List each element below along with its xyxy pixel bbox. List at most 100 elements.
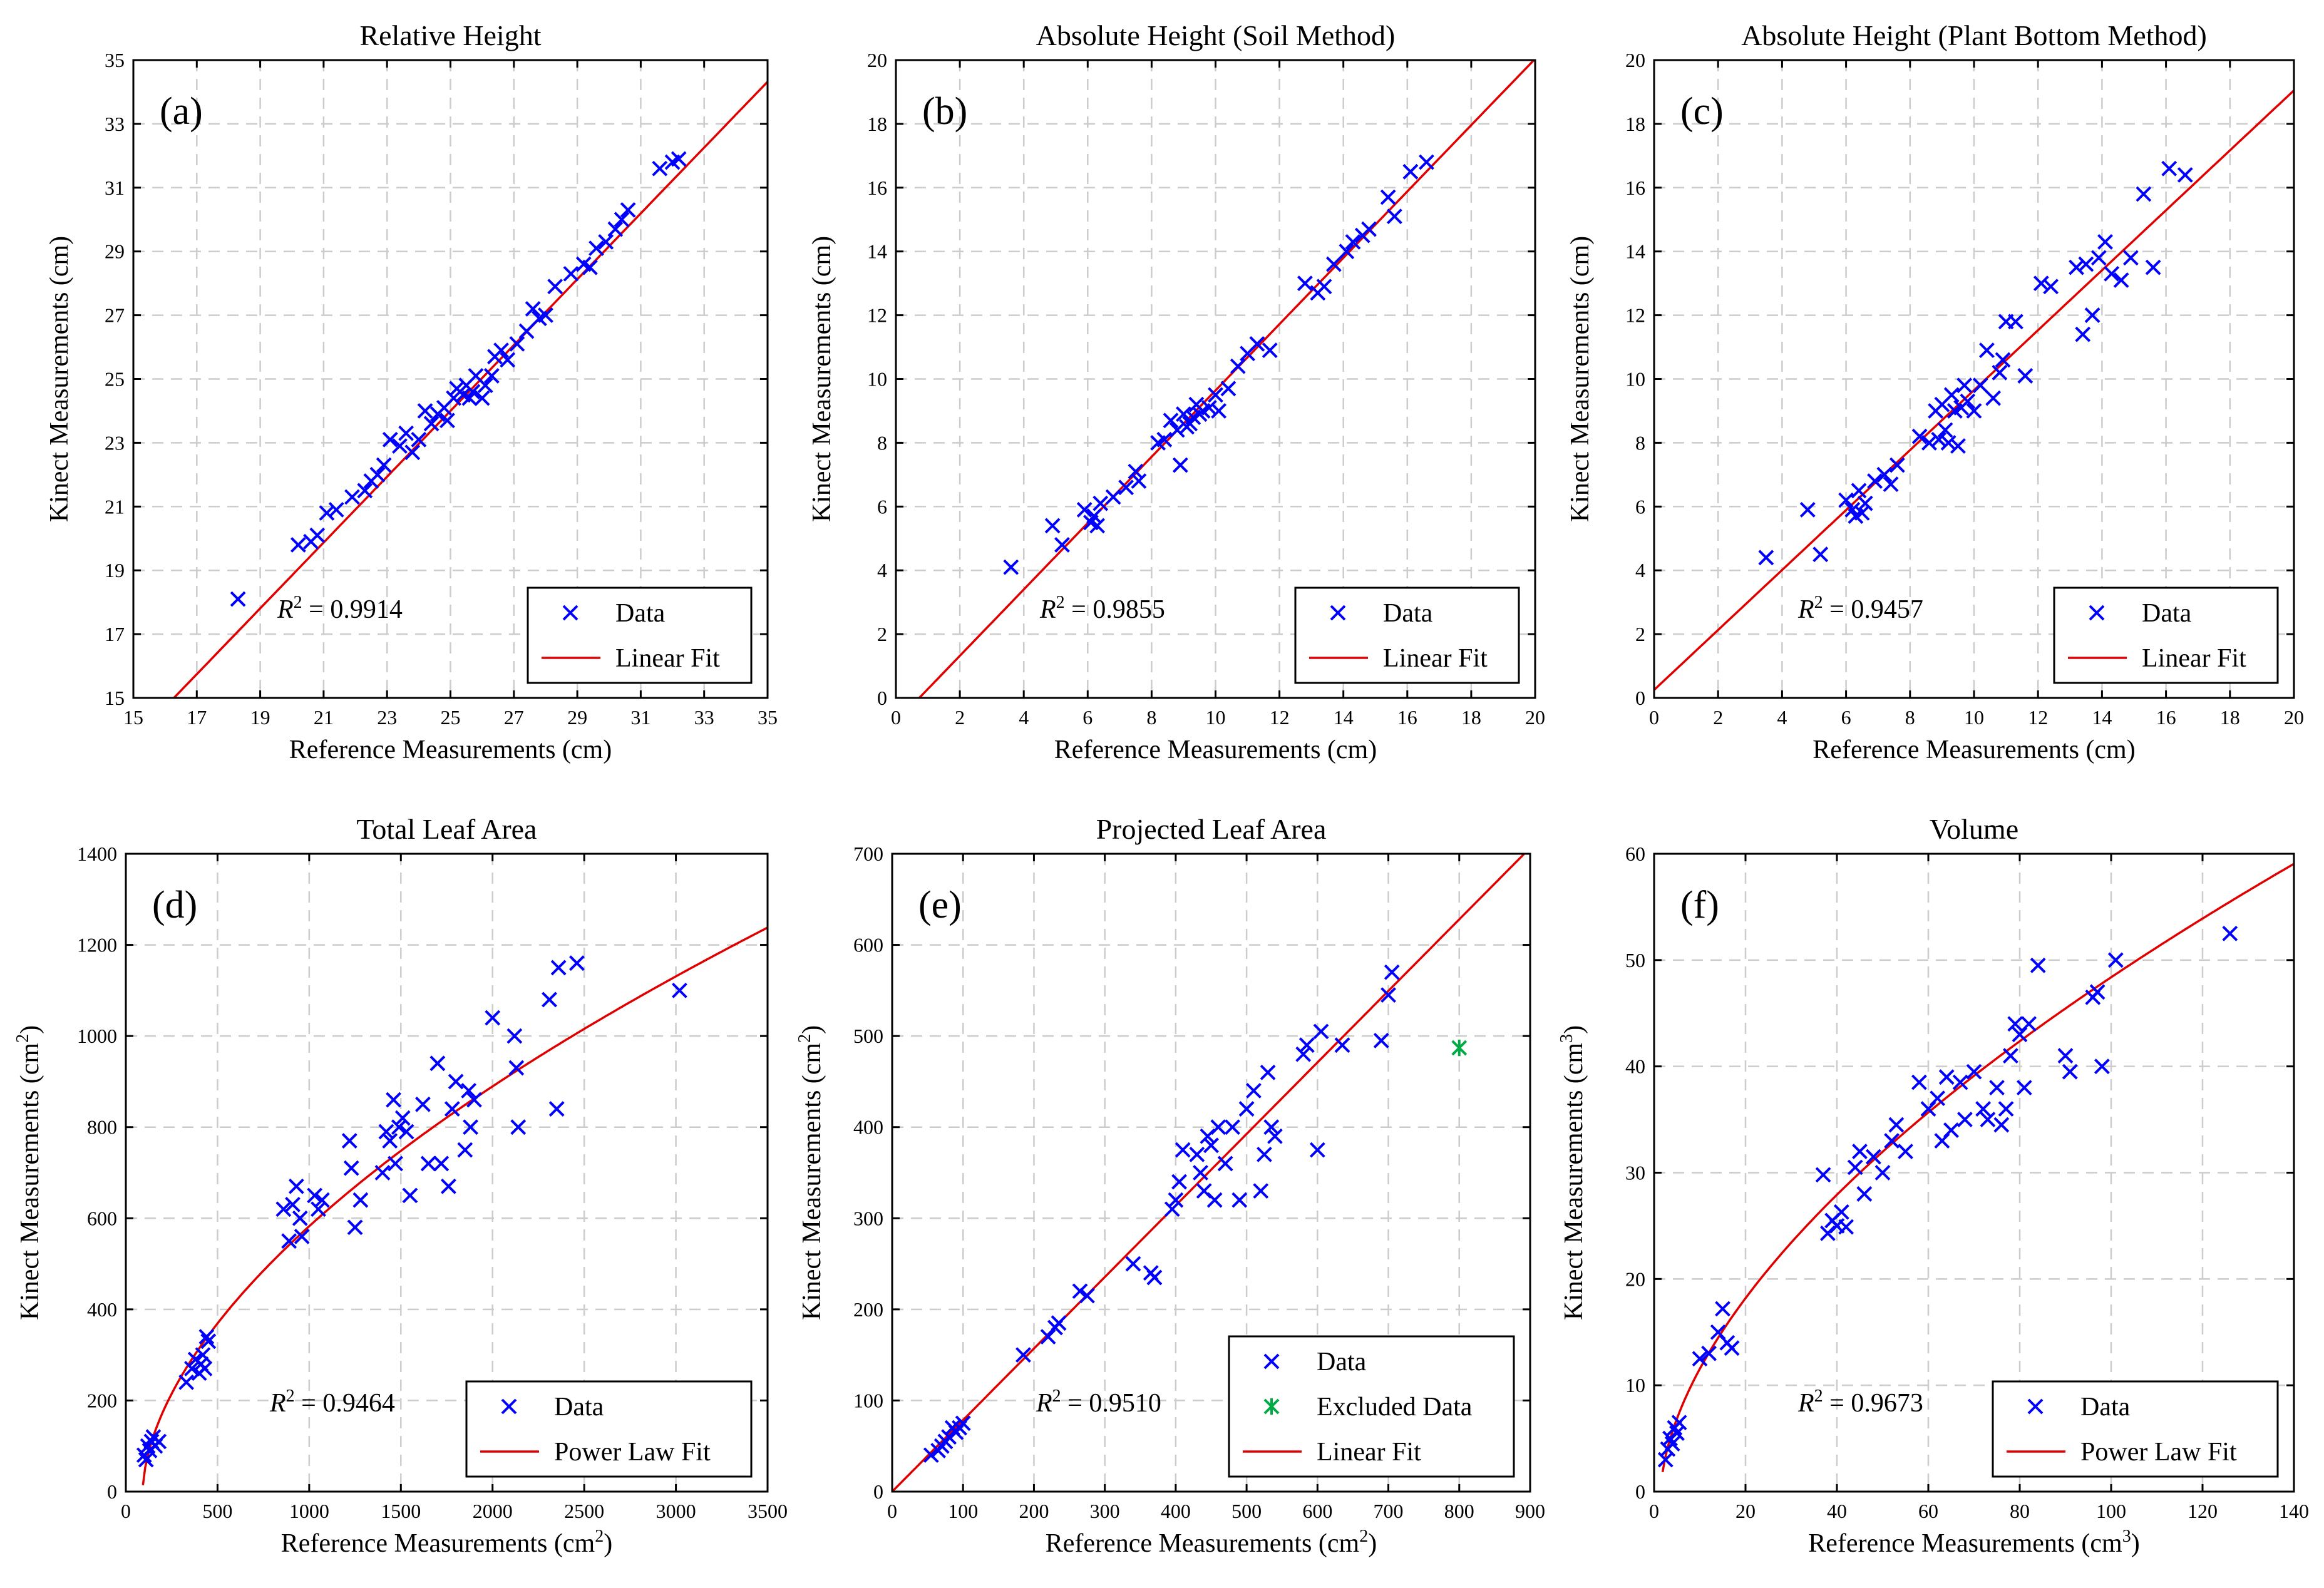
- data-point: [2161, 160, 2177, 177]
- r-squared-sup: 2: [1056, 593, 1065, 612]
- data-point: [398, 1124, 414, 1140]
- x-tick-label: 80: [2010, 1500, 2030, 1522]
- data-point: [1898, 1144, 1913, 1159]
- data-point: [1105, 489, 1121, 505]
- data-point: [2075, 326, 2091, 342]
- y-tick-label: 500: [853, 1025, 883, 1047]
- data-point: [1089, 518, 1106, 534]
- y-tick-label: 0: [1635, 687, 1645, 709]
- legend: Data Linear Fit: [1294, 587, 1520, 684]
- data-point: [1040, 1329, 1056, 1345]
- x-axis-label: Reference Measurements (cm): [289, 735, 612, 764]
- data-point: [417, 403, 433, 419]
- data-point: [1876, 466, 1893, 483]
- data-point: [429, 1055, 446, 1072]
- data-point: [1257, 1146, 1272, 1162]
- y-tick-label: 0: [877, 687, 887, 709]
- data-point: [1156, 431, 1173, 448]
- data-point: [1168, 1192, 1184, 1208]
- y-tick-label: 27: [105, 304, 125, 327]
- data-point: [285, 1197, 301, 1212]
- data-point: [1003, 559, 1019, 575]
- data-point: [402, 1187, 418, 1204]
- data-point: [352, 1192, 369, 1208]
- data-point: [1384, 964, 1400, 980]
- data-point: [1950, 438, 1966, 454]
- data-point: [200, 1333, 217, 1350]
- data-point: [1799, 501, 1816, 518]
- legend-marker-data: [2089, 605, 2105, 621]
- x-tick-label: 18: [1461, 706, 1481, 729]
- data-point: [341, 1133, 357, 1149]
- r-squared-label: R2 = 0.9510: [1036, 1386, 1161, 1418]
- x-tick-label: 800: [1444, 1500, 1474, 1522]
- y-tick-label: 600: [853, 934, 883, 956]
- data-point: [2104, 265, 2120, 282]
- data-point: [1131, 473, 1147, 489]
- legend-label: Data: [2080, 1393, 2131, 1422]
- x-tick-label: 15: [123, 706, 143, 729]
- data-point: [569, 955, 585, 971]
- data-point: [542, 991, 557, 1008]
- y-tick-label: 800: [87, 1116, 117, 1139]
- data-point: [477, 377, 493, 394]
- x-tick-label: 400: [1161, 1500, 1191, 1522]
- data-point: [620, 202, 636, 218]
- data-point: [1125, 1256, 1141, 1272]
- data-point: [195, 1347, 211, 1363]
- y-tick-label: 200: [87, 1389, 117, 1411]
- data-point: [525, 300, 541, 317]
- legend-box: [1992, 1380, 2279, 1478]
- legend-label: Data: [554, 1393, 604, 1422]
- legend-label: Data: [2142, 599, 2192, 628]
- x-tick-label: 600: [1302, 1500, 1332, 1522]
- data-point: [382, 431, 398, 448]
- data-point: [474, 390, 490, 406]
- data-point: [440, 412, 455, 429]
- legend-label: Linear Fit: [1317, 1438, 1421, 1467]
- data-point: [1838, 1219, 1854, 1235]
- legend-marker-excluded: [1263, 1398, 1280, 1415]
- data-point: [1171, 1174, 1187, 1190]
- y-axis-label-sup: 3: [1557, 1034, 1576, 1043]
- x-tick-label: 140: [2279, 1500, 2309, 1522]
- data-point: [1189, 1146, 1205, 1162]
- y-axis-label: Kinect Measurements (cm3): [1557, 1025, 1588, 1320]
- r-squared-label: R2 = 0.9457: [1797, 593, 1923, 624]
- data-point: [357, 483, 373, 499]
- data-point: [1193, 1165, 1208, 1181]
- data-point: [1263, 1119, 1280, 1135]
- data-point: [441, 1178, 456, 1194]
- y-tick-label: 19: [105, 559, 125, 581]
- data-point: [466, 1092, 482, 1108]
- data-point: [582, 259, 598, 275]
- data-point: [1715, 1301, 1730, 1317]
- x-axis-label-text: Reference Measurements (cm): [1812, 735, 2135, 764]
- r-squared-sup: 2: [1052, 1386, 1061, 1406]
- data-point: [1992, 364, 2008, 381]
- legend-box: [465, 1380, 753, 1478]
- data-point: [1998, 1101, 2014, 1117]
- x-tick-label: 900: [1515, 1500, 1545, 1522]
- data-point: [485, 1010, 501, 1026]
- data-point: [392, 438, 408, 454]
- fit-line: [892, 854, 1526, 1492]
- data-point: [1985, 390, 2002, 406]
- data-point: [1865, 1149, 1881, 1165]
- data-point: [2016, 1080, 2032, 1096]
- y-tick-label: 2: [1635, 623, 1645, 645]
- data-point: [1206, 1192, 1223, 1208]
- data-point: [1225, 1119, 1240, 1135]
- data-point: [607, 221, 624, 237]
- x-tick-label: 500: [1231, 1500, 1262, 1522]
- panel-label: (b): [922, 90, 967, 133]
- data-point: [1979, 342, 1995, 359]
- data-point: [457, 1142, 473, 1158]
- chart-panel-6: 0 20 40 60 80 100 120 140 0 10 20 30 40 50 60 Volume Ref…: [1557, 813, 2309, 1558]
- y-tick-label: 20: [1625, 49, 1645, 71]
- r-squared-value: = 0.9673: [1823, 1389, 1923, 1418]
- r-squared-value: = 0.9510: [1061, 1389, 1161, 1418]
- x-tick-label: 25: [441, 706, 461, 729]
- y-tick-label: 18: [1625, 113, 1645, 135]
